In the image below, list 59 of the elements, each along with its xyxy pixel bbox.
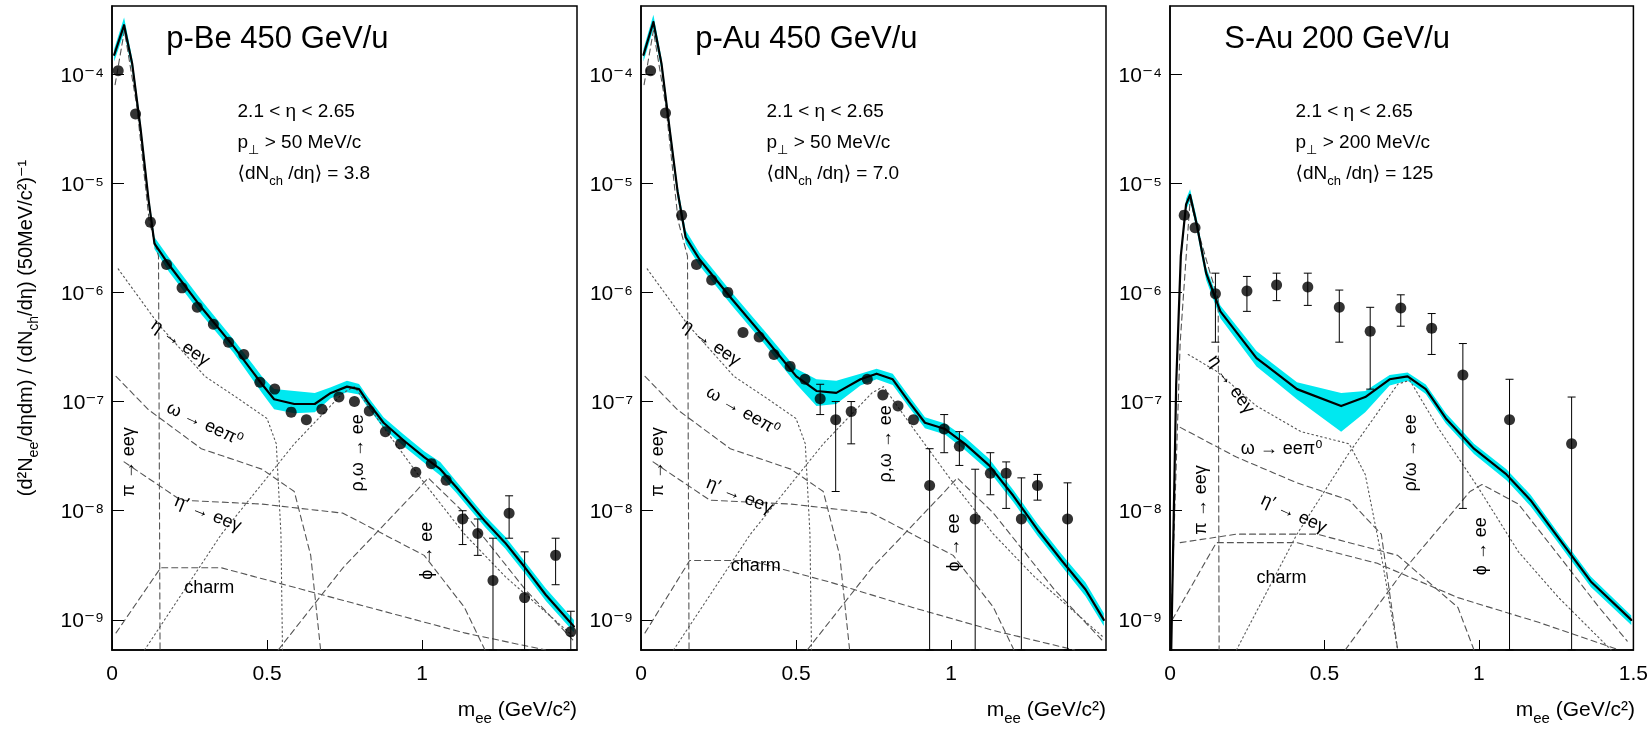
annotation: η → eeγ xyxy=(147,314,215,370)
x-tick-label: 0 xyxy=(106,661,118,684)
annotation: p⊥ > 50 MeV/c xyxy=(237,131,362,157)
y-tick-label: 10⁻⁸ xyxy=(589,499,633,523)
x-tick-label: 0 xyxy=(635,661,647,684)
y-tick-label: 10⁻⁶ xyxy=(589,280,633,304)
annotation: ρ/ω → ee xyxy=(1400,414,1421,492)
y-tick-label: 10⁻⁸ xyxy=(60,499,104,523)
y-tick-label: 10⁻⁴ xyxy=(60,62,104,86)
x-tick-label: 1 xyxy=(945,661,957,684)
text: p-Be 450 GeV/u xyxy=(166,20,389,55)
y-tick-label: 10⁻⁹ xyxy=(589,608,633,632)
annotation: 2.1 < η < 2.65 xyxy=(766,100,884,121)
annotation: 2.1 < η < 2.65 xyxy=(237,100,355,121)
text: p-Au 450 GeV/u xyxy=(695,20,918,55)
x-tick-label: 0.5 xyxy=(781,661,811,684)
text: S-Au 200 GeV/u xyxy=(1224,20,1450,55)
y-tick-label: 10⁻⁵ xyxy=(1118,171,1162,195)
y-tick-label: 10⁻⁷ xyxy=(61,390,104,414)
annotation: charm xyxy=(1256,566,1307,587)
annotation: ϕ → ee xyxy=(1470,517,1491,576)
annotation: charm xyxy=(184,576,235,597)
annotation: π → eeγ xyxy=(647,427,668,497)
y-tick-label: 10⁻⁹ xyxy=(1118,608,1162,632)
x-tick-label: 1.5 xyxy=(1618,661,1649,684)
annotation: π → eeγ xyxy=(118,427,139,497)
annotation: η′ → eeγ xyxy=(1258,488,1331,537)
annotation: η′ → eeγ xyxy=(171,490,245,536)
y-tick-label: 10⁻⁵ xyxy=(60,171,104,195)
annotation: ω → eeπ⁰ xyxy=(163,396,247,450)
y-tick-label: 10⁻⁴ xyxy=(589,62,633,86)
y-tick-label: 10⁻⁹ xyxy=(60,608,104,632)
y-tick-label: 10⁻⁶ xyxy=(1118,280,1162,304)
annotation: η → eeγ xyxy=(678,314,745,370)
y-tick-label: 10⁻⁶ xyxy=(60,280,104,304)
annotation: η → eeγ xyxy=(1204,350,1260,418)
y-axis-title: (d²Nee/dηdm) / (dNch/dη) (50MeV/c²)⁻¹ xyxy=(14,159,41,497)
annotation: π → eeγ xyxy=(1190,465,1211,535)
annotation: ϕ → ee xyxy=(943,513,964,572)
annotation: p⊥ > 200 MeV/c xyxy=(1295,131,1430,157)
y-tick-label: 10⁻⁷ xyxy=(590,390,633,414)
annotation: charm xyxy=(730,554,781,575)
annotation: ω → eeπ⁰ xyxy=(1240,438,1323,459)
y-tick-label: 10⁻⁵ xyxy=(589,171,633,195)
annotation: ρ,ω → ee xyxy=(874,405,895,483)
x-tick-label: 0.5 xyxy=(252,661,282,684)
x-tick-label: 0 xyxy=(1164,661,1176,684)
x-tick-label: 1 xyxy=(1473,661,1485,684)
annotation: ω → eeπ⁰ xyxy=(702,381,784,440)
annotation: ϕ → ee xyxy=(415,521,436,580)
annotation: p⊥ > 50 MeV/c xyxy=(766,131,891,157)
x-tick-label: 0.5 xyxy=(1309,661,1340,684)
x-tick-label: 1 xyxy=(416,661,428,684)
annotation: 2.1 < η < 2.65 xyxy=(1295,100,1413,121)
y-tick-label: 10⁻⁸ xyxy=(1118,499,1162,523)
annotation: η′ → eeγ xyxy=(703,472,777,518)
annotation: ρ,ω → ee xyxy=(347,414,368,492)
y-tick-label: 10⁻⁴ xyxy=(1118,62,1162,86)
y-tick-label: 10⁻⁷ xyxy=(1119,390,1162,414)
